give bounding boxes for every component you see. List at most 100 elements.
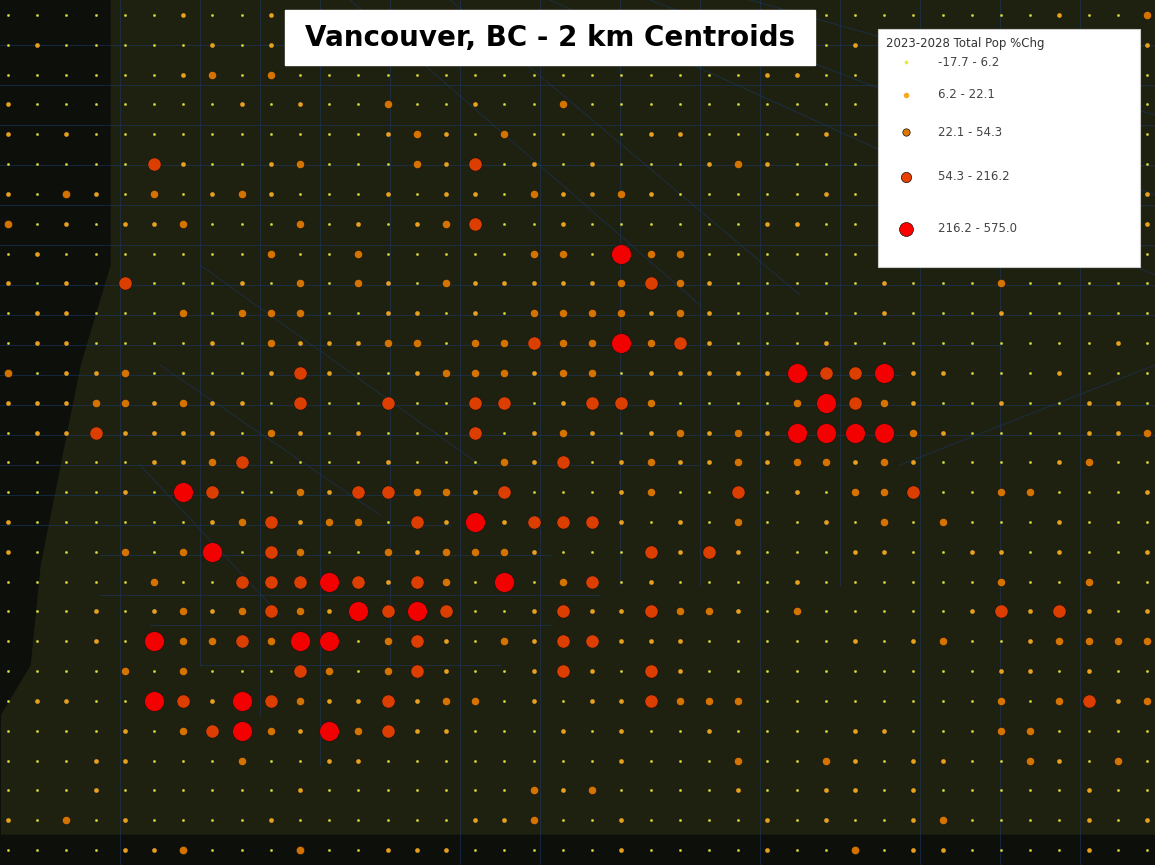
Point <box>349 605 367 618</box>
Point <box>495 366 514 380</box>
Point <box>320 574 338 588</box>
Point <box>203 724 222 738</box>
Point <box>291 38 310 52</box>
Point <box>495 515 514 529</box>
Point <box>524 127 543 141</box>
Point <box>1080 843 1098 857</box>
Point <box>553 515 572 529</box>
Point <box>1080 605 1098 618</box>
Point <box>465 694 484 708</box>
Point <box>379 813 397 827</box>
Point <box>437 336 455 350</box>
Point <box>962 634 981 648</box>
Point <box>349 694 367 708</box>
Point <box>524 426 543 439</box>
Point <box>1021 515 1040 529</box>
Point <box>553 813 572 827</box>
Point <box>817 724 835 738</box>
Point <box>904 426 923 439</box>
Point <box>758 455 776 469</box>
Point <box>28 217 46 231</box>
Polygon shape <box>0 835 1155 865</box>
Point <box>408 396 426 410</box>
Point <box>933 694 952 708</box>
Point <box>28 694 46 708</box>
Point <box>671 277 690 291</box>
Point <box>87 724 105 738</box>
Point <box>671 127 690 141</box>
Point <box>87 157 105 171</box>
Point <box>0 426 17 439</box>
Point <box>232 67 251 81</box>
Point <box>87 455 105 469</box>
Point <box>232 485 251 499</box>
Point <box>817 694 835 708</box>
Point <box>379 485 397 499</box>
Point <box>174 634 193 648</box>
Point <box>641 813 660 827</box>
Point <box>904 843 923 857</box>
Point <box>583 366 602 380</box>
Point <box>788 843 806 857</box>
Point <box>896 170 915 184</box>
Point <box>379 545 397 559</box>
Point <box>349 574 367 588</box>
Point <box>904 247 923 260</box>
Point <box>1138 545 1155 559</box>
Point <box>1021 605 1040 618</box>
Point <box>933 426 952 439</box>
Text: 6.2 - 22.1: 6.2 - 22.1 <box>938 88 994 101</box>
Point <box>553 8 572 22</box>
Point <box>962 38 981 52</box>
Point <box>1109 366 1127 380</box>
Point <box>1138 67 1155 81</box>
Point <box>0 545 17 559</box>
Point <box>875 724 894 738</box>
Point <box>408 67 426 81</box>
Point <box>875 634 894 648</box>
Point <box>261 217 280 231</box>
Point <box>788 813 806 827</box>
Point <box>116 187 134 201</box>
Point <box>788 485 806 499</box>
Point <box>379 366 397 380</box>
Point <box>291 515 310 529</box>
Point <box>320 634 338 648</box>
Point <box>1109 574 1127 588</box>
Point <box>1138 426 1155 439</box>
Point <box>992 67 1011 81</box>
Point <box>320 724 338 738</box>
Point <box>495 813 514 827</box>
Point <box>144 426 163 439</box>
Point <box>465 8 484 22</box>
Point <box>232 157 251 171</box>
Point <box>57 127 75 141</box>
Point <box>729 277 747 291</box>
Point <box>962 217 981 231</box>
Point <box>758 634 776 648</box>
Point <box>203 366 222 380</box>
Point <box>992 843 1011 857</box>
Point <box>408 843 426 857</box>
Point <box>437 843 455 857</box>
Point <box>320 664 338 678</box>
Point <box>349 545 367 559</box>
Point <box>495 187 514 201</box>
Point <box>700 784 718 798</box>
Point <box>465 545 484 559</box>
Point <box>845 366 864 380</box>
Point <box>28 784 46 798</box>
Point <box>729 187 747 201</box>
Point <box>553 784 572 798</box>
Point <box>1138 247 1155 260</box>
Point <box>524 38 543 52</box>
Point <box>1109 605 1127 618</box>
Point <box>28 574 46 588</box>
Point <box>174 485 193 499</box>
Point <box>1021 187 1040 201</box>
Point <box>1050 574 1068 588</box>
Point <box>758 485 776 499</box>
Point <box>1138 515 1155 529</box>
Point <box>904 277 923 291</box>
Point <box>612 247 631 260</box>
